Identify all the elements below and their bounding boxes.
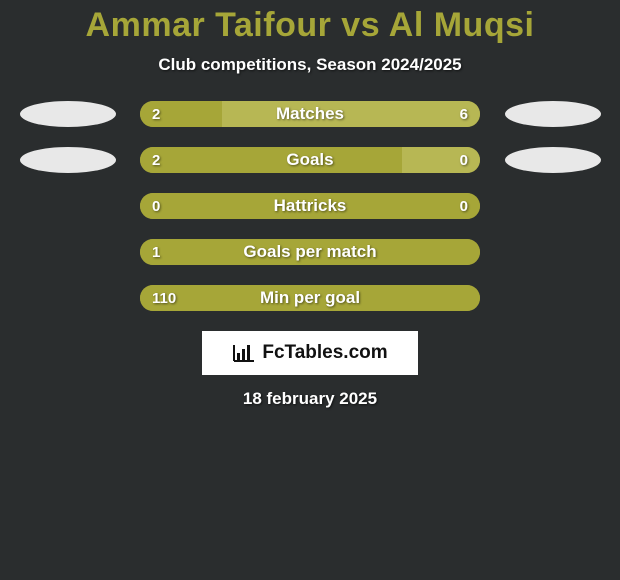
badge-right: [500, 101, 605, 127]
stat-row: 2 0Goals: [0, 147, 620, 173]
placeholder-ellipse-icon: [20, 101, 116, 127]
date-text: 18 february 2025: [0, 389, 620, 409]
badge-right: [500, 147, 605, 173]
stat-bar: 0 0Hattricks: [140, 193, 480, 219]
stat-value-left: 2: [152, 147, 160, 173]
stat-row: 1Goals per match: [0, 239, 620, 265]
stat-bar: 1Goals per match: [140, 239, 480, 265]
comparison-infographic: Ammar Taifour vs Al Muqsi Club competiti…: [0, 0, 620, 409]
stat-label: Matches: [140, 101, 480, 127]
stat-value-left: 2: [152, 101, 160, 127]
logo: FcTables.com: [232, 342, 387, 364]
stat-value-left: 110: [152, 285, 176, 311]
page-title: Ammar Taifour vs Al Muqsi: [0, 6, 620, 45]
stat-value-right: 6: [460, 101, 468, 127]
stat-value-right: 0: [460, 147, 468, 173]
subtitle: Club competitions, Season 2024/2025: [0, 55, 620, 75]
stat-value-right: 0: [460, 193, 468, 219]
stat-label: Min per goal: [140, 285, 480, 311]
stat-value-left: 1: [152, 239, 160, 265]
placeholder-ellipse-icon: [505, 147, 601, 173]
badge-left: [15, 147, 120, 173]
stat-bar: 110Min per goal: [140, 285, 480, 311]
stat-row: 2 6Matches: [0, 101, 620, 127]
placeholder-ellipse-icon: [505, 101, 601, 127]
stat-value-left: 0: [152, 193, 160, 219]
stat-label: Goals per match: [140, 239, 480, 265]
stat-bar: 2 0Goals: [140, 147, 480, 173]
stat-row: 110Min per goal: [0, 285, 620, 311]
stats-rows: 26Matches20Goals00Hattricks1Goals per ma…: [0, 101, 620, 311]
logo-box: FcTables.com: [202, 331, 418, 375]
placeholder-ellipse-icon: [20, 147, 116, 173]
badge-left: [15, 101, 120, 127]
stat-label: Goals: [140, 147, 480, 173]
bar-chart-icon: [232, 343, 256, 363]
logo-text: FcTables.com: [262, 342, 387, 364]
stat-label: Hattricks: [140, 193, 480, 219]
stat-bar: 2 6Matches: [140, 101, 480, 127]
stat-row: 0 0Hattricks: [0, 193, 620, 219]
